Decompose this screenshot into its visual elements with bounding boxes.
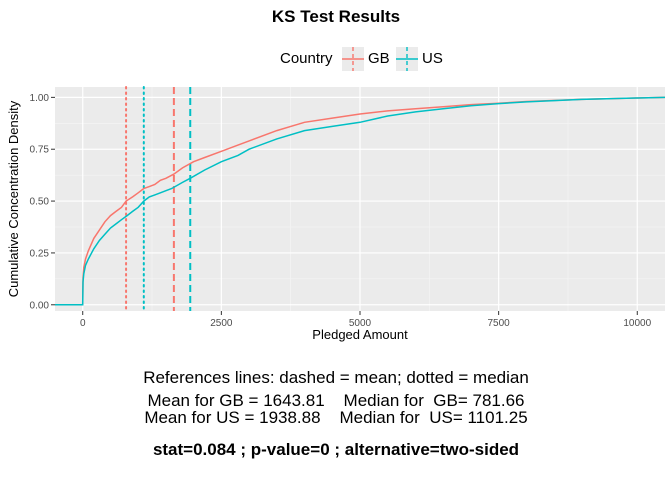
x-tick-label: 7500 [488,318,511,329]
y-tick-label: 0.25 [30,248,50,259]
series-line-gb [55,96,666,306]
x-tick-label: 10000 [623,318,651,329]
y-tick-label: 0.75 [30,145,50,156]
x-tick-label: 0 [80,318,86,329]
x-axis-label: Pledged Amount [312,327,408,342]
legend-label-us: US [422,50,443,67]
y-axis-label: Cumulative Concentration Density [6,100,21,297]
caption-reference-lines: References lines: dashed = mean; dotted … [143,368,529,387]
legend: Country GB US [0,47,672,73]
legend-key-us [396,47,418,71]
plot-area: 0 2500 5000 7500 10000 0.00 0.25 0.50 0.75 1.00 P… [6,86,666,342]
x-tick-label: 5000 [349,318,372,329]
series-line-us [55,96,666,306]
legend-title: Country [280,50,333,67]
legend-key-gb [342,47,364,71]
caption-gb-stats: Mean for GB = 1643.81 Median for GB= 781… [147,391,525,410]
chart-title: KS Test Results [271,7,401,26]
y-tick-label: 0.00 [30,300,50,311]
caption-ks-stats: stat=0.084 ; p-value=0 ; alternative=two… [152,440,520,459]
x-tick-label: 2500 [210,318,233,329]
y-tick-label: 1.00 [30,93,50,104]
caption-us-stats: Mean for US = 1938.88 Median for US= 110… [144,408,528,427]
legend-label-gb: GB [368,50,390,67]
y-tick-label: 0.50 [30,197,50,208]
